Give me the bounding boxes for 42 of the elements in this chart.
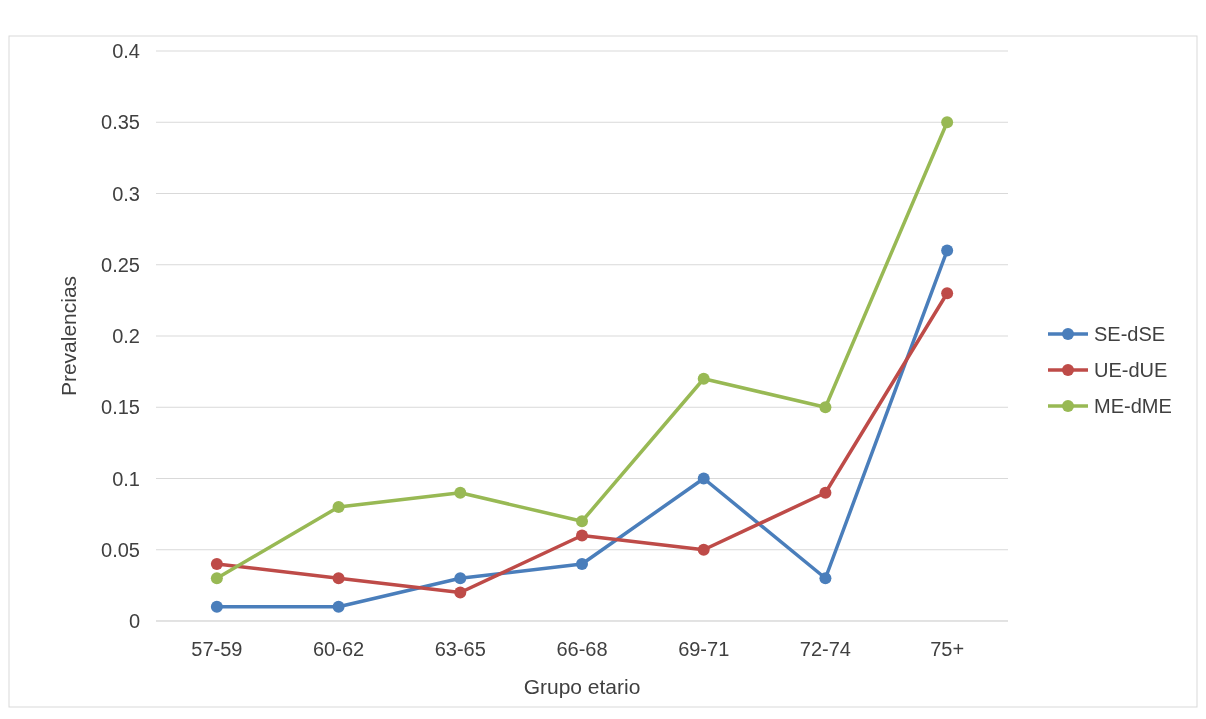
- x-axis-title: Grupo etario: [523, 675, 641, 698]
- point: [576, 529, 588, 542]
- point: [819, 572, 832, 585]
- point: [454, 572, 467, 585]
- y-tick-label: 0.35: [101, 111, 140, 134]
- point: [697, 543, 710, 556]
- point: [210, 600, 223, 613]
- point: [454, 586, 467, 599]
- legend-label: UE-dUE: [1094, 359, 1168, 381]
- y-tick-label: 0.3: [112, 182, 140, 205]
- y-tick-label: 0: [128, 610, 140, 632]
- point: [941, 116, 954, 129]
- point: [332, 600, 345, 613]
- point: [454, 486, 467, 499]
- point: [697, 472, 710, 485]
- point: [210, 558, 223, 570]
- y-tick-label: 0.05: [101, 538, 140, 561]
- x-tick-label: 60-62: [312, 638, 365, 660]
- y-tick-label: 0.2: [112, 325, 140, 347]
- x-tick-label: 63-65: [434, 638, 486, 660]
- point: [576, 515, 588, 528]
- y-tick-label: 0.1: [112, 467, 140, 490]
- x-tick-label: 72-74: [799, 638, 852, 660]
- y-tick-label: 0.25: [101, 253, 140, 276]
- point: [819, 486, 832, 499]
- point: [332, 501, 345, 513]
- y-tick-label: 0.4: [112, 40, 140, 62]
- point: [210, 572, 223, 585]
- y-axis-title: Prevalencias: [57, 275, 80, 397]
- point: [941, 244, 954, 257]
- x-tick-label: 66-68: [556, 638, 608, 660]
- y-tick-label: 0.15: [101, 396, 140, 419]
- legend-label: ME-dME: [1094, 395, 1172, 417]
- x-tick-label: 75+: [930, 638, 965, 660]
- point: [819, 401, 832, 414]
- x-tick-label: 57-59: [191, 638, 243, 660]
- point: [332, 572, 345, 585]
- x-tick-label: 69-71: [678, 638, 730, 660]
- point: [576, 558, 588, 570]
- point: [941, 287, 954, 300]
- point: [697, 372, 710, 385]
- legend-label: SE-dSE: [1094, 323, 1166, 345]
